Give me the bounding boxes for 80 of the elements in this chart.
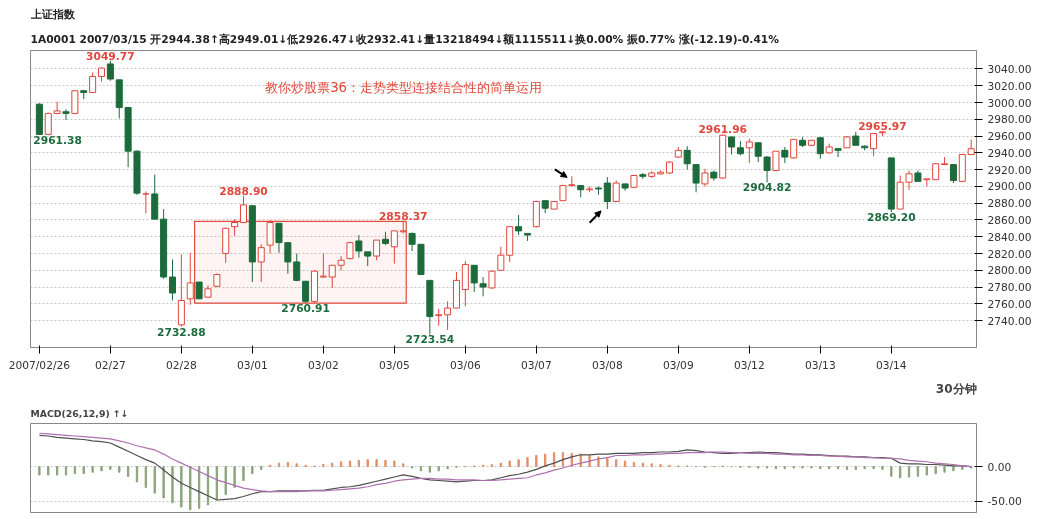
candlestick: [949, 164, 957, 184]
text: 2723.54: [405, 333, 455, 347]
x-tick-label: 03/05: [378, 358, 410, 372]
candlestick: [319, 253, 327, 279]
y-tick-label: 2780.00: [987, 281, 1032, 295]
candlestick: [683, 145, 691, 171]
x-tick-label: 02/28: [166, 358, 197, 372]
candlestick: [603, 176, 611, 210]
text: 3049.77: [86, 49, 135, 63]
candlestick: [53, 101, 61, 115]
candlestick: [373, 239, 381, 261]
y-tick-label: 3000.00: [987, 96, 1032, 110]
text: 教你炒股票36：走势类型连接结合性的简单运用: [265, 80, 543, 96]
candlestick: [444, 300, 452, 331]
text: 30分钟: [935, 381, 977, 396]
text: 2858.37: [378, 210, 428, 224]
x-tick-label: 02/27: [95, 358, 126, 372]
candlestick: [390, 230, 398, 265]
x-tick-label: 03/09: [662, 358, 694, 372]
candlestick: [355, 234, 363, 259]
y-tick-label: 2920.00: [987, 163, 1032, 177]
candlestick: [479, 276, 487, 297]
text: 2732.88: [157, 325, 206, 339]
candlestick: [106, 60, 114, 82]
y-tick-label: 3020.00: [987, 79, 1032, 93]
y-tick-label: 2800.00: [987, 264, 1032, 278]
y-tick-label: 2860.00: [987, 213, 1032, 227]
candlestick: [62, 108, 70, 121]
y-tick-label: 2940.00: [987, 146, 1032, 160]
x-tick-label: 03/06: [449, 358, 481, 372]
text: 2869.20: [867, 211, 916, 225]
candlestick: [266, 219, 274, 255]
x-tick-label: 03/07: [520, 358, 552, 372]
candlestick: [239, 195, 247, 223]
text: 2961.96: [698, 123, 747, 137]
y-tick-label: 2760.00: [987, 297, 1032, 311]
text: 1A0001 2007/03/15 开2944.38↑高2949.01↓低2926.47↓收2932.41↓量13218494↓额1115511↓换0.00% 振0.77% 涨(-12.19)-0.41%: [30, 32, 780, 46]
candlestick: [790, 138, 798, 160]
y-tick-label: 2960.00: [987, 130, 1032, 144]
candlestick: [870, 133, 878, 157]
candlestick: [470, 264, 478, 293]
y-tick-label: 2740.00: [987, 314, 1032, 328]
candlestick: [337, 255, 345, 271]
candlestick: [834, 147, 842, 158]
candlestick: [302, 280, 310, 304]
x-tick-label: 2007/02/26: [8, 358, 71, 372]
candlestick: [488, 269, 496, 290]
x-tick-label: 03/14: [875, 358, 907, 372]
text: 2965.97: [858, 120, 907, 134]
candlestick: [612, 180, 620, 203]
candlestick: [168, 258, 177, 302]
y-tick-label: 2820.00: [987, 247, 1032, 261]
text: 2760.91: [281, 302, 330, 316]
candlestick: [328, 264, 336, 289]
candlestick: [142, 190, 150, 214]
x-tick-label: 03/08: [591, 358, 623, 372]
text: 2904.82: [742, 181, 792, 195]
y-tick-label: 0.00: [987, 460, 1012, 474]
y-tick-label: 2980.00: [987, 113, 1032, 127]
candlestick: [905, 169, 913, 191]
text: 2888.90: [219, 184, 268, 198]
y-tick-label: 3040.00: [987, 62, 1032, 76]
candlestick: [692, 164, 700, 193]
y-tick-label: -50.00: [987, 495, 1023, 509]
candlestick: [745, 138, 753, 164]
x-tick-label: 03/02: [308, 358, 339, 372]
y-tick-label: 2900.00: [987, 180, 1032, 194]
x-tick-label: 03/12: [733, 358, 765, 372]
x-tick-label: 03/01: [237, 358, 268, 372]
y-tick-label: 2840.00: [987, 230, 1032, 244]
candlestick: [515, 214, 523, 236]
text: 2961.38: [33, 133, 82, 147]
candlestick: [257, 243, 265, 283]
x-tick-label: 03/13: [804, 358, 836, 372]
candlestick: [754, 142, 762, 163]
text: 上证指数: [29, 7, 76, 21]
candlestick: [186, 252, 194, 306]
candlestick: [763, 155, 771, 183]
chart-title: MACD(26,12,9) ↑↓: [30, 407, 129, 419]
y-tick-label: 2880.00: [987, 197, 1032, 211]
